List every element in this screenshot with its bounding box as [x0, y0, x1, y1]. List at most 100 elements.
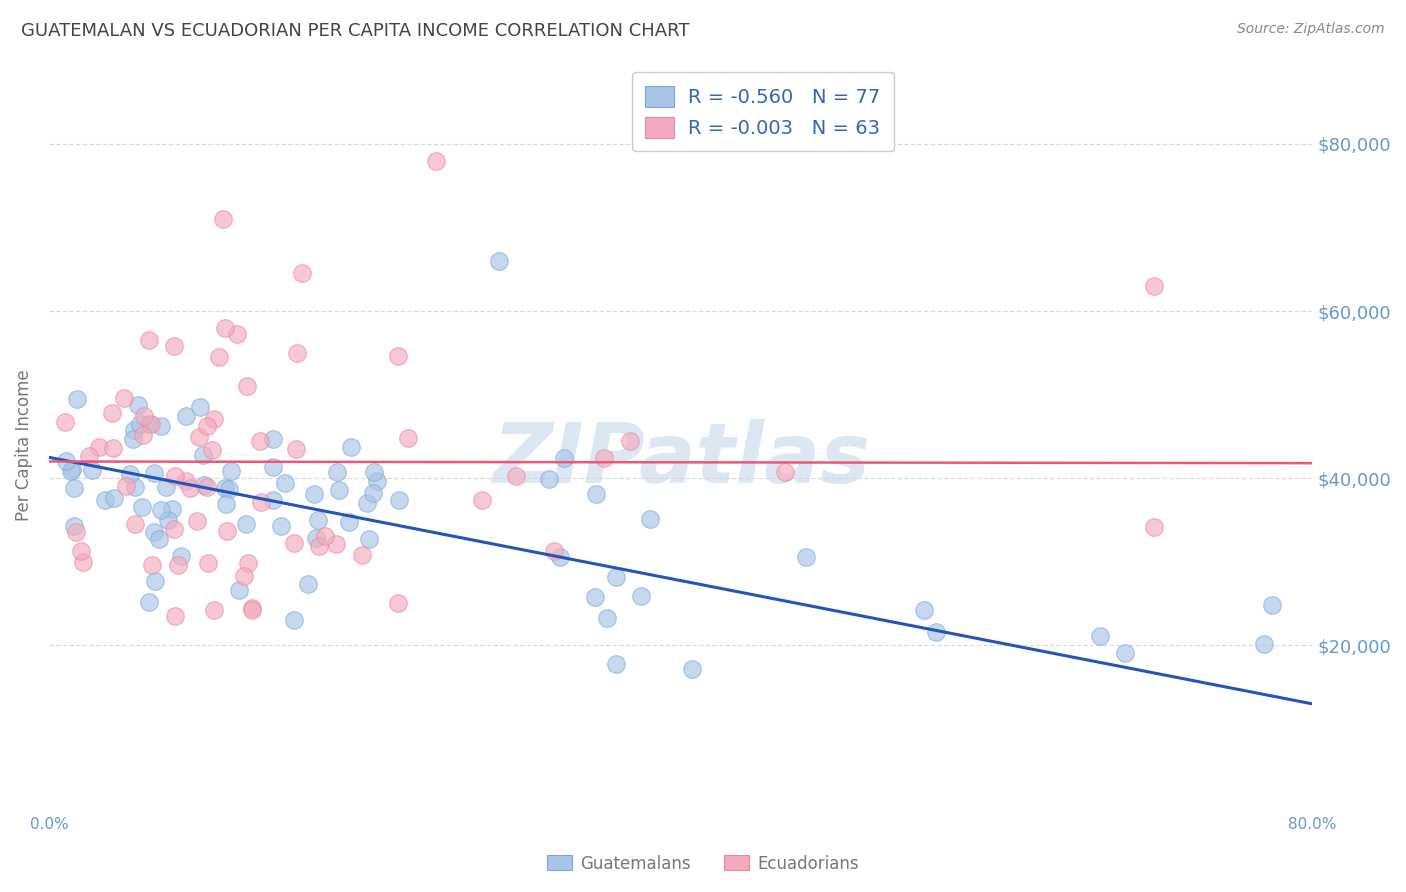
Point	[228, 583, 250, 598]
Point	[141, 558, 163, 572]
Point	[283, 536, 305, 550]
Point	[167, 558, 190, 572]
Point	[912, 603, 935, 617]
Point	[160, 501, 183, 516]
Point	[103, 491, 125, 505]
Point	[129, 417, 152, 432]
Point	[72, 555, 94, 569]
Point	[297, 577, 319, 591]
Point	[202, 412, 225, 426]
Point	[53, 415, 76, 429]
Point	[114, 391, 136, 405]
Point	[63, 519, 86, 533]
Point	[157, 513, 180, 527]
Point	[328, 483, 350, 497]
Point	[339, 515, 361, 529]
Point	[273, 475, 295, 490]
Point	[425, 153, 447, 168]
Point	[195, 419, 218, 434]
Point	[80, 463, 103, 477]
Point	[214, 481, 236, 495]
Point	[681, 662, 703, 676]
Point	[619, 434, 641, 449]
Point	[363, 465, 385, 479]
Point	[356, 495, 378, 509]
Point	[1253, 637, 1275, 651]
Point	[488, 253, 510, 268]
Point	[127, 398, 149, 412]
Point	[131, 427, 153, 442]
Point	[387, 596, 409, 610]
Point	[186, 514, 208, 528]
Point	[543, 543, 565, 558]
Point	[605, 657, 627, 671]
Point	[143, 466, 166, 480]
Point	[218, 482, 240, 496]
Point	[162, 339, 184, 353]
Point	[195, 480, 218, 494]
Point	[236, 379, 259, 393]
Point	[270, 518, 292, 533]
Point	[150, 419, 173, 434]
Point	[148, 532, 170, 546]
Point	[101, 441, 124, 455]
Point	[115, 479, 138, 493]
Point	[66, 392, 89, 407]
Point	[155, 480, 177, 494]
Point	[215, 524, 238, 538]
Point	[1143, 279, 1166, 293]
Point	[174, 409, 197, 424]
Point	[236, 557, 259, 571]
Point	[197, 556, 219, 570]
Point	[118, 467, 141, 482]
Point	[308, 539, 330, 553]
Point	[1260, 598, 1282, 612]
Point	[262, 459, 284, 474]
Point	[87, 441, 110, 455]
Point	[201, 442, 224, 457]
Point	[240, 603, 263, 617]
Point	[138, 334, 160, 348]
Point	[285, 346, 308, 360]
Point	[285, 442, 308, 456]
Point	[396, 431, 419, 445]
Point	[202, 603, 225, 617]
Point	[794, 549, 817, 564]
Point	[124, 479, 146, 493]
Point	[592, 451, 614, 466]
Point	[143, 574, 166, 589]
Point	[638, 512, 661, 526]
Point	[131, 500, 153, 515]
Point	[211, 212, 233, 227]
Point	[1143, 520, 1166, 534]
Point	[163, 523, 186, 537]
Point	[340, 440, 363, 454]
Point	[366, 475, 388, 489]
Point	[537, 472, 560, 486]
Point	[249, 495, 271, 509]
Point	[240, 600, 263, 615]
Point	[191, 448, 214, 462]
Point	[94, 493, 117, 508]
Point	[350, 549, 373, 563]
Point	[165, 468, 187, 483]
Point	[143, 524, 166, 539]
Point	[585, 487, 607, 501]
Point	[307, 513, 329, 527]
Point	[325, 537, 347, 551]
Point	[179, 481, 201, 495]
Point	[193, 478, 215, 492]
Point	[60, 462, 83, 476]
Point	[388, 493, 411, 508]
Text: Source: ZipAtlas.com: Source: ZipAtlas.com	[1237, 22, 1385, 37]
Point	[291, 267, 314, 281]
Point	[471, 493, 494, 508]
Point	[1114, 646, 1136, 660]
Point	[605, 570, 627, 584]
Point	[138, 595, 160, 609]
Point	[235, 517, 257, 532]
Point	[361, 486, 384, 500]
Point	[60, 464, 83, 478]
Point	[174, 475, 197, 489]
Point	[138, 417, 160, 431]
